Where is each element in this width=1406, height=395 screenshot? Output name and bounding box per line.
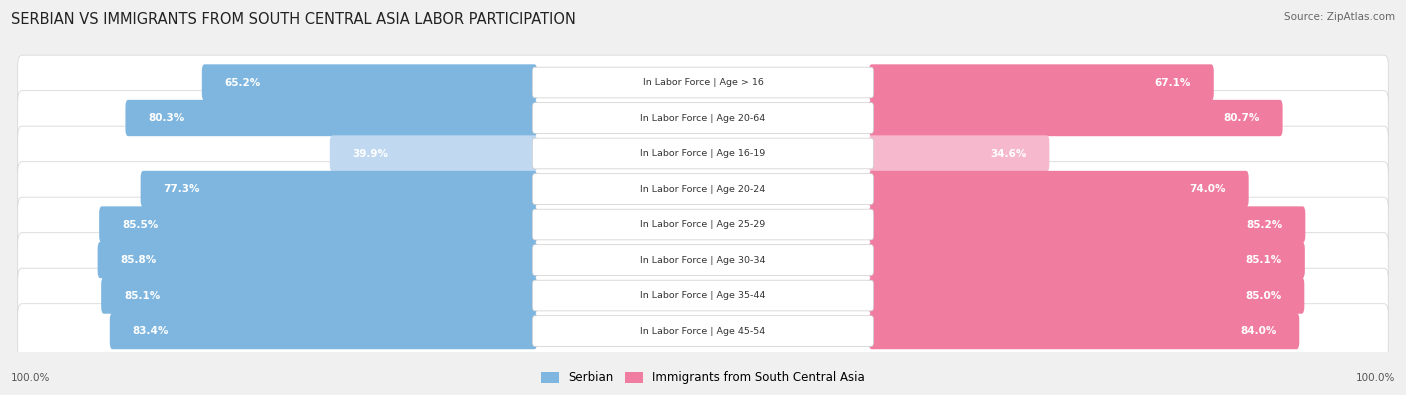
Text: In Labor Force | Age 35-44: In Labor Force | Age 35-44 [640, 291, 766, 300]
Text: 84.0%: 84.0% [1240, 326, 1277, 336]
Text: Source: ZipAtlas.com: Source: ZipAtlas.com [1284, 12, 1395, 22]
FancyBboxPatch shape [869, 171, 1249, 207]
FancyBboxPatch shape [18, 55, 1388, 110]
FancyBboxPatch shape [18, 162, 1388, 216]
FancyBboxPatch shape [533, 245, 873, 275]
Text: 83.4%: 83.4% [132, 326, 169, 336]
FancyBboxPatch shape [869, 313, 1299, 349]
FancyBboxPatch shape [869, 277, 1305, 314]
Text: In Labor Force | Age 30-34: In Labor Force | Age 30-34 [640, 256, 766, 265]
FancyBboxPatch shape [869, 242, 1305, 278]
Text: 85.5%: 85.5% [122, 220, 159, 229]
FancyBboxPatch shape [533, 138, 873, 169]
FancyBboxPatch shape [110, 313, 537, 349]
FancyBboxPatch shape [18, 233, 1388, 288]
Text: 80.3%: 80.3% [149, 113, 184, 123]
Text: In Labor Force | Age 45-54: In Labor Force | Age 45-54 [640, 327, 766, 335]
FancyBboxPatch shape [533, 103, 873, 134]
Text: 77.3%: 77.3% [163, 184, 200, 194]
FancyBboxPatch shape [202, 64, 537, 101]
FancyBboxPatch shape [533, 174, 873, 204]
Text: 67.1%: 67.1% [1154, 77, 1191, 88]
Text: In Labor Force | Age 25-29: In Labor Force | Age 25-29 [640, 220, 766, 229]
FancyBboxPatch shape [869, 135, 1049, 172]
Text: 85.1%: 85.1% [1246, 255, 1282, 265]
Text: SERBIAN VS IMMIGRANTS FROM SOUTH CENTRAL ASIA LABOR PARTICIPATION: SERBIAN VS IMMIGRANTS FROM SOUTH CENTRAL… [11, 12, 576, 27]
Text: 85.0%: 85.0% [1246, 291, 1281, 301]
Text: 34.6%: 34.6% [990, 149, 1026, 158]
FancyBboxPatch shape [18, 268, 1388, 323]
Text: 65.2%: 65.2% [225, 77, 262, 88]
Text: 85.2%: 85.2% [1246, 220, 1282, 229]
FancyBboxPatch shape [101, 277, 537, 314]
Text: In Labor Force | Age 20-64: In Labor Force | Age 20-64 [640, 113, 766, 122]
FancyBboxPatch shape [869, 64, 1213, 101]
FancyBboxPatch shape [18, 197, 1388, 252]
FancyBboxPatch shape [533, 316, 873, 346]
FancyBboxPatch shape [18, 91, 1388, 145]
Text: 100.0%: 100.0% [11, 373, 51, 383]
FancyBboxPatch shape [18, 126, 1388, 181]
Text: In Labor Force | Age 20-24: In Labor Force | Age 20-24 [640, 184, 766, 194]
FancyBboxPatch shape [18, 304, 1388, 358]
FancyBboxPatch shape [125, 100, 537, 136]
FancyBboxPatch shape [533, 209, 873, 240]
Text: In Labor Force | Age > 16: In Labor Force | Age > 16 [643, 78, 763, 87]
FancyBboxPatch shape [97, 242, 537, 278]
Text: 100.0%: 100.0% [1355, 373, 1395, 383]
FancyBboxPatch shape [100, 206, 537, 243]
Text: 74.0%: 74.0% [1189, 184, 1226, 194]
FancyBboxPatch shape [533, 280, 873, 311]
Legend: Serbian, Immigrants from South Central Asia: Serbian, Immigrants from South Central A… [536, 367, 870, 389]
FancyBboxPatch shape [533, 67, 873, 98]
FancyBboxPatch shape [141, 171, 537, 207]
Text: 85.1%: 85.1% [124, 291, 160, 301]
Text: 80.7%: 80.7% [1223, 113, 1260, 123]
FancyBboxPatch shape [869, 100, 1282, 136]
Text: 39.9%: 39.9% [353, 149, 389, 158]
Text: In Labor Force | Age 16-19: In Labor Force | Age 16-19 [640, 149, 766, 158]
FancyBboxPatch shape [869, 206, 1305, 243]
FancyBboxPatch shape [330, 135, 537, 172]
Text: 85.8%: 85.8% [121, 255, 157, 265]
